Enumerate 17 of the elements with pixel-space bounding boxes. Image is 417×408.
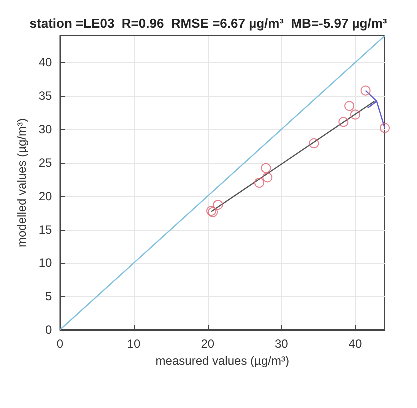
y-tick-label: 40 bbox=[38, 56, 53, 70]
y-tick-label: 35 bbox=[38, 89, 53, 104]
chart-title: station =LE03 R=0.96 RMSE =6.67 µg/m³ MB=-5.97 µg/m³ bbox=[30, 16, 388, 31]
y-axis-title: modelled values (µg/m³) bbox=[15, 118, 29, 248]
y-tick-label: 20 bbox=[38, 189, 53, 204]
x-tick-label: 20 bbox=[201, 337, 215, 351]
x-tick-label: 40 bbox=[348, 337, 362, 351]
x-axis-title: measured values (µg/m³) bbox=[156, 354, 290, 368]
y-tick-label: 5 bbox=[46, 290, 53, 304]
y-tick-label: 0 bbox=[46, 323, 53, 337]
x-tick-label: 0 bbox=[56, 337, 64, 351]
y-tick-label: 10 bbox=[38, 256, 53, 270]
y-tick-label: 15 bbox=[38, 222, 53, 237]
x-tick-label: 10 bbox=[127, 337, 142, 351]
y-tick-label: 25 bbox=[38, 156, 53, 170]
y-tick-label: 30 bbox=[38, 122, 53, 137]
x-tick-label: 30 bbox=[274, 337, 289, 351]
